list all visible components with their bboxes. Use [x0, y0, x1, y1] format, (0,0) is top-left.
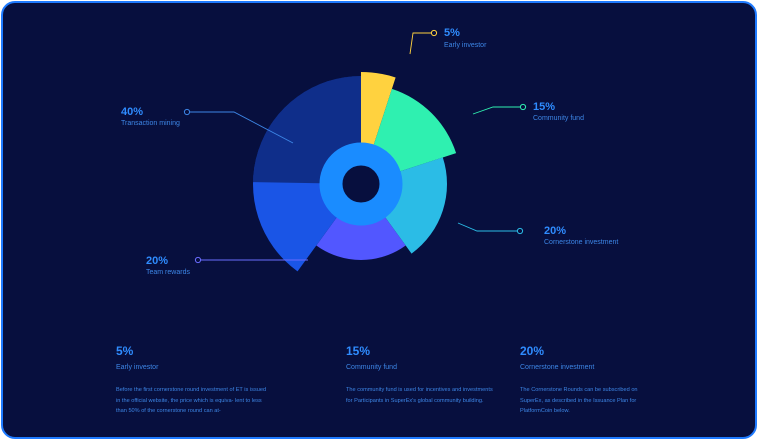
allocation-pie-chart: 5% Early investor 15% Community fund 20% Corn… — [121, 27, 618, 276]
callout-line-transaction-mining — [190, 111, 294, 144]
card-description: Before the first cornerstone round inves… — [116, 387, 267, 414]
slice-community-fund — [373, 88, 457, 172]
allocation-card-early-investor: 5% Early investor Before the first corne… — [116, 344, 296, 417]
callout-percent-team-rewards: 20% — [146, 255, 168, 267]
callout-label-early-investor: Early investor — [444, 42, 487, 49]
card-description: The Cornerstone Rounds can be subscribed… — [520, 387, 638, 414]
callout-line-early-investor — [409, 32, 431, 55]
callout-dot-transaction-mining — [183, 108, 191, 116]
card-percent: 5% — [116, 344, 134, 358]
callout-percent-community-fund: 15% — [533, 101, 555, 113]
card-percent: 20% — [520, 344, 545, 358]
card-label: Community fund — [346, 364, 397, 371]
callout-label-community-fund: Community fund — [533, 115, 584, 122]
allocation-card-community-fund: 15% Community fund The community fund is… — [346, 344, 526, 406]
slice-fade-overlay — [253, 76, 361, 184]
slice-team-rewards — [316, 217, 406, 261]
callout-line-cornerstone-investment — [457, 222, 517, 232]
slice-early-investor — [361, 72, 396, 146]
card-description: The community fund is used for incentive… — [346, 387, 493, 404]
callout-percent-cornerstone-investment: 20% — [544, 225, 566, 237]
card-label: Early investor — [116, 364, 159, 371]
center-ring — [319, 142, 403, 226]
card-label: Cornerstone investment — [520, 364, 595, 371]
card-percent: 15% — [346, 344, 371, 358]
callout-percent-early-investor: 5% — [444, 27, 460, 39]
callout-dot-team-rewards — [194, 256, 202, 264]
callout-dot-early-investor — [430, 29, 438, 37]
callout-line-community-fund — [472, 106, 520, 115]
callout-percent-transaction-mining: 40% — [121, 106, 143, 118]
callout-label-transaction-mining: Transaction mining — [121, 120, 180, 127]
callout-dot-community-fund — [519, 103, 527, 111]
callout-dot-cornerstone-investment — [516, 227, 524, 235]
allocation-card-cornerstone-investment: 20% Cornerstone investment The Cornersto… — [520, 344, 700, 417]
callout-label-cornerstone-investment: Cornerstone investment — [544, 239, 618, 246]
callout-label-team-rewards: Team rewards — [146, 269, 190, 276]
slice-cornerstone-investment — [385, 157, 447, 254]
